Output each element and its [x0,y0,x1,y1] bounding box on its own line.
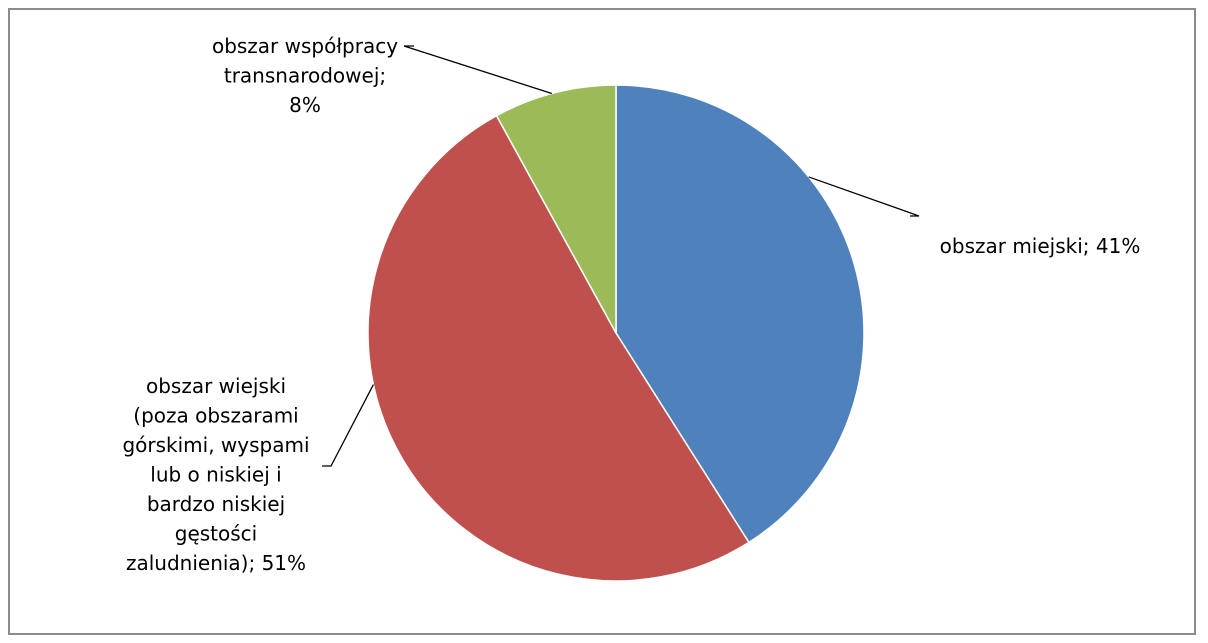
pie-slice [615,84,865,544]
data-label-line: (poza obszarami [133,404,298,428]
pie-slice [495,84,617,334]
data-label-line: lub o niskiej i [150,463,281,487]
data-label-line: transnarodowej; [224,64,386,88]
data-label-line: górskimi, wyspami [122,433,309,457]
data-label-line: bardzo niskiej [147,492,285,516]
pie-slice [367,114,750,582]
leader-line [322,384,374,467]
data-label-line: obszar współpracy [212,34,398,58]
data-label: obszar współpracy transnarodowej; 8% [212,34,398,117]
data-label-line: obszar wiejski [146,374,286,398]
leader-line [808,176,920,217]
data-label-line: zaludnienia); 51% [126,551,306,575]
data-labels: obszar miejski; 41% obszar wiejski (poza o… [122,34,1140,575]
pie-slices [367,84,865,582]
data-label-line: 8% [289,93,321,117]
data-label: obszar miejski; 41% [940,234,1141,258]
data-label-line: gęstości [175,522,257,546]
data-label-line: obszar miejski; 41% [940,234,1141,258]
data-label: obszar wiejski (poza obszarami górskimi, w… [122,374,309,575]
leader-lines [322,45,920,467]
leader-line [403,45,553,95]
